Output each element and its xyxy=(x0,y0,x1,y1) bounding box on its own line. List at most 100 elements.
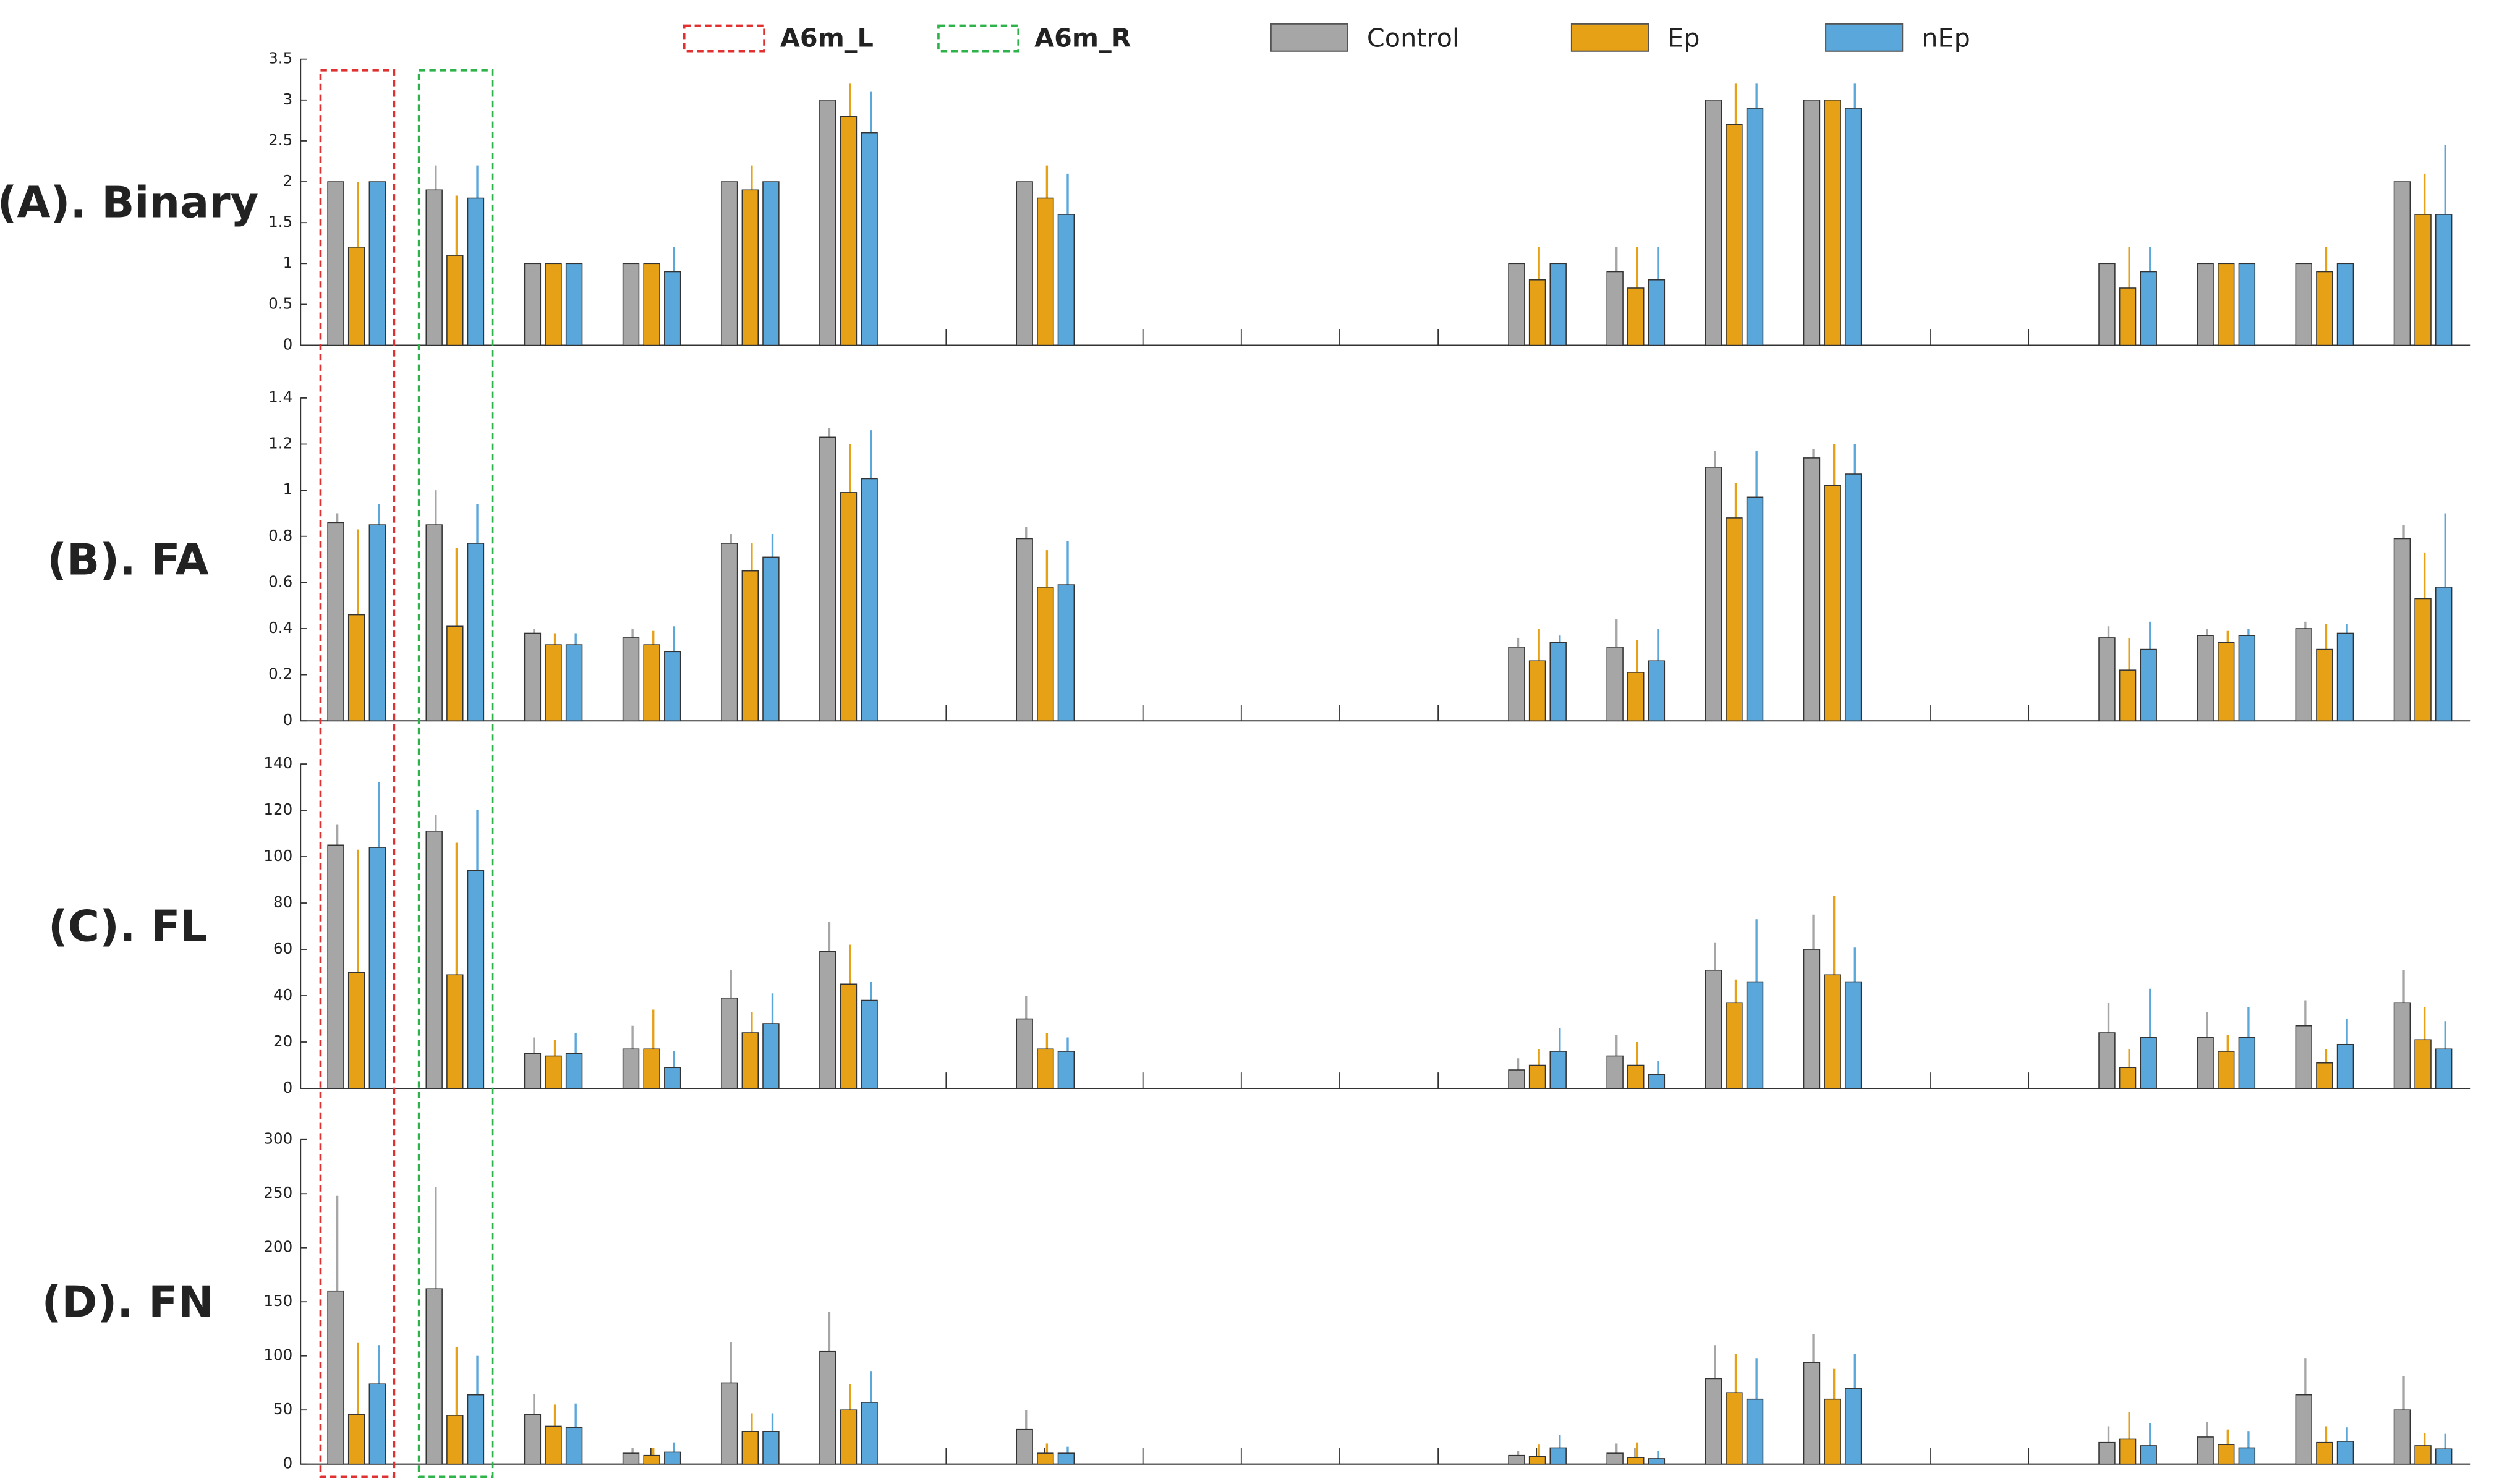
bar xyxy=(2414,1445,2432,1465)
bar xyxy=(1844,981,1862,1089)
bar xyxy=(1844,108,1862,346)
y-tick-label: 0.6 xyxy=(268,572,292,590)
bar xyxy=(2098,263,2116,346)
bar xyxy=(1057,214,1075,346)
bar xyxy=(1726,517,1743,722)
bar xyxy=(840,492,858,722)
bar xyxy=(1746,108,1764,346)
legend-swatch xyxy=(1270,23,1348,52)
bar xyxy=(1057,1051,1075,1089)
bar xyxy=(819,100,836,346)
bar xyxy=(2098,1032,2116,1089)
y-tick-label: 150 xyxy=(263,1292,292,1310)
bar xyxy=(1627,672,1645,722)
bar xyxy=(1016,181,1033,346)
bar xyxy=(1705,969,1722,1089)
bar xyxy=(819,436,836,722)
y-tick-label: 0 xyxy=(283,336,293,354)
bar xyxy=(327,522,344,722)
bar xyxy=(524,632,542,722)
panel-title: (B). FA xyxy=(47,535,208,585)
bar xyxy=(1528,1456,1546,1465)
bar xyxy=(840,983,858,1089)
bar xyxy=(2140,648,2157,722)
bar xyxy=(2098,1441,2116,1465)
legend-box-label: A6m_R xyxy=(1034,23,1131,53)
bar xyxy=(545,1055,562,1089)
bar xyxy=(1606,647,1624,722)
bar xyxy=(545,644,562,722)
bar xyxy=(425,1288,443,1465)
bar xyxy=(1648,660,1666,722)
bar xyxy=(2393,538,2411,722)
y-tick-label: 0 xyxy=(283,1454,293,1472)
bar xyxy=(2098,637,2116,722)
y-tick-label: 40 xyxy=(273,986,292,1004)
bar xyxy=(347,1414,365,1465)
bar xyxy=(819,1350,836,1465)
bar xyxy=(2316,648,2333,722)
legend-box-swatch xyxy=(683,24,765,53)
bar xyxy=(446,625,464,722)
y-tick-label: 1.5 xyxy=(268,213,292,231)
bar xyxy=(368,847,386,1089)
y-tick-label: 2.5 xyxy=(268,131,292,149)
bar xyxy=(2316,1062,2333,1089)
bar xyxy=(1705,100,1722,346)
bar xyxy=(2218,263,2235,346)
bar xyxy=(840,1409,858,1465)
panel-title: (A). Binary xyxy=(0,177,258,227)
bar xyxy=(2197,1037,2214,1089)
bar xyxy=(2218,642,2235,722)
bar xyxy=(2336,632,2354,722)
bar xyxy=(1746,981,1764,1089)
bar xyxy=(425,189,443,346)
bar xyxy=(1844,473,1862,722)
bar xyxy=(1606,1055,1624,1089)
bar xyxy=(664,271,681,346)
bar xyxy=(643,263,660,346)
bar xyxy=(622,1048,640,1089)
bar xyxy=(2393,181,2411,346)
y-tick-label: 1 xyxy=(283,253,293,271)
bar xyxy=(565,1427,583,1465)
bar xyxy=(425,831,443,1089)
bar xyxy=(1627,287,1645,346)
y-tick-label: 50 xyxy=(273,1400,292,1418)
bar xyxy=(368,1383,386,1465)
bar xyxy=(368,524,386,722)
bar xyxy=(2119,287,2137,346)
bar xyxy=(446,974,464,1089)
bar xyxy=(1726,124,1743,346)
bar xyxy=(1549,1051,1567,1089)
bar xyxy=(1824,485,1841,722)
y-tick-label: 0.8 xyxy=(268,527,292,545)
bar xyxy=(524,1414,542,1465)
bar xyxy=(622,263,640,346)
bar xyxy=(2435,1448,2453,1465)
bar xyxy=(741,1431,759,1465)
bar xyxy=(2435,1048,2453,1089)
bar xyxy=(664,1067,681,1089)
bar xyxy=(565,263,583,346)
bar xyxy=(861,1402,878,1465)
bar xyxy=(1803,100,1821,346)
y-tick-label: 3.5 xyxy=(268,49,292,67)
bar xyxy=(720,1382,738,1465)
y-tick-label: 250 xyxy=(263,1184,292,1202)
bar xyxy=(720,181,738,346)
y-tick-label: 2 xyxy=(283,172,293,190)
bar xyxy=(2393,1409,2411,1465)
bar xyxy=(545,263,562,346)
bar xyxy=(741,1032,759,1089)
bar xyxy=(1705,467,1722,722)
panel-title: (C). FL xyxy=(48,902,208,952)
bar xyxy=(1508,647,1525,722)
bar xyxy=(1648,279,1666,346)
y-tick-label: 1.2 xyxy=(268,435,292,452)
legend-swatch xyxy=(1825,23,1904,52)
bar xyxy=(446,255,464,346)
y-tick-label: 20 xyxy=(273,1032,292,1050)
bar xyxy=(2295,1025,2312,1089)
